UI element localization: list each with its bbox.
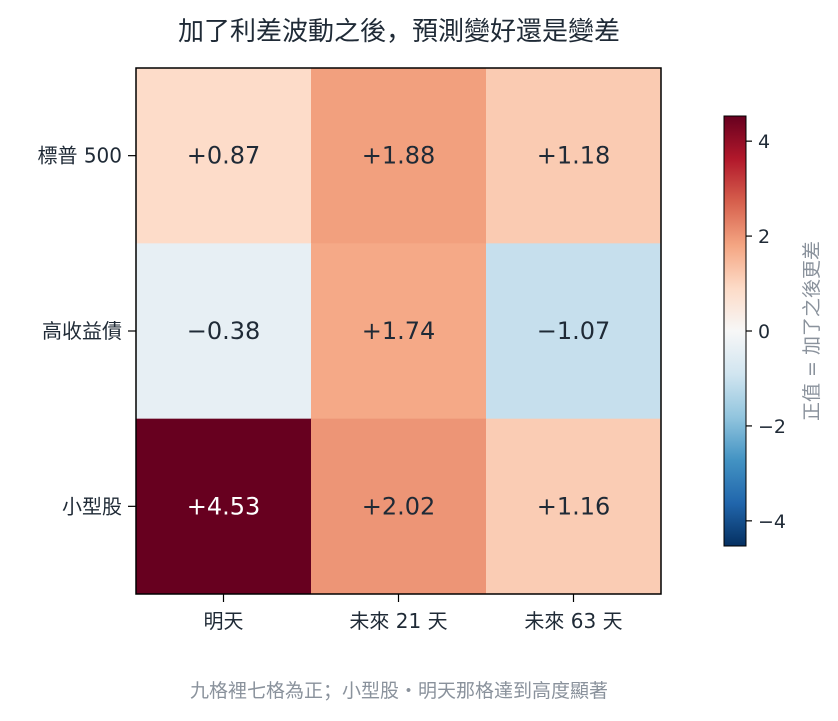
colorbar-tick-label: −4 bbox=[758, 511, 786, 533]
colorbar-tick-label: 4 bbox=[758, 131, 770, 153]
heatmap-cell bbox=[136, 243, 312, 420]
row-tick-label: 標普 500 bbox=[37, 144, 122, 168]
colorbar-tick-label: −2 bbox=[758, 416, 786, 438]
heatmap-cell bbox=[486, 68, 662, 244]
heatmap-cell bbox=[136, 418, 312, 595]
cell-value-label: +1.18 bbox=[537, 142, 611, 170]
heatmap-cell bbox=[136, 68, 312, 244]
cell-value-label: +2.02 bbox=[362, 492, 436, 520]
colorbar-tick-label: 2 bbox=[758, 226, 770, 248]
heatmap-cell bbox=[311, 418, 487, 595]
cell-value-label: +1.16 bbox=[537, 492, 611, 520]
chart-title: 加了利差波動之後，預測變好還是變差 bbox=[178, 17, 620, 47]
column-tick-label: 未來 21 天 bbox=[349, 609, 447, 633]
row-tick-label: 小型股 bbox=[62, 494, 122, 518]
cell-value-label: +1.88 bbox=[362, 142, 436, 170]
footnote: 九格裡七格為正；小型股・明天那格達到高度顯著 bbox=[190, 680, 608, 702]
column-tick-label: 明天 bbox=[204, 609, 244, 633]
colorbar-tick-label: 0 bbox=[758, 321, 770, 343]
colorbar bbox=[723, 115, 747, 547]
column-tick-labels: 明天 未來 21 天 未來 63 天 bbox=[204, 594, 623, 633]
cell-value-label: +1.74 bbox=[362, 317, 436, 345]
heatmap-cell bbox=[486, 418, 662, 595]
row-tick-label: 高收益債 bbox=[42, 319, 122, 343]
heatmap-cells: +0.87 +1.88 +1.18 −0.38 +1.74 −1.07 +4.53 +2.02… bbox=[136, 68, 662, 595]
heatmap-cell bbox=[486, 243, 662, 420]
heatmap-cell bbox=[311, 68, 487, 244]
cell-value-label: −1.07 bbox=[537, 317, 611, 345]
heatmap-cell bbox=[311, 243, 487, 420]
cell-value-label: −0.38 bbox=[187, 317, 261, 345]
cell-value-label: +0.87 bbox=[187, 142, 261, 170]
colorbar-label: 正值 = 加了之後更差 bbox=[801, 241, 823, 421]
colorbar-ticks: 4 2 0 −2 −4 bbox=[746, 131, 786, 533]
column-tick-label: 未來 63 天 bbox=[524, 609, 622, 633]
cell-value-label: +4.53 bbox=[187, 492, 261, 520]
